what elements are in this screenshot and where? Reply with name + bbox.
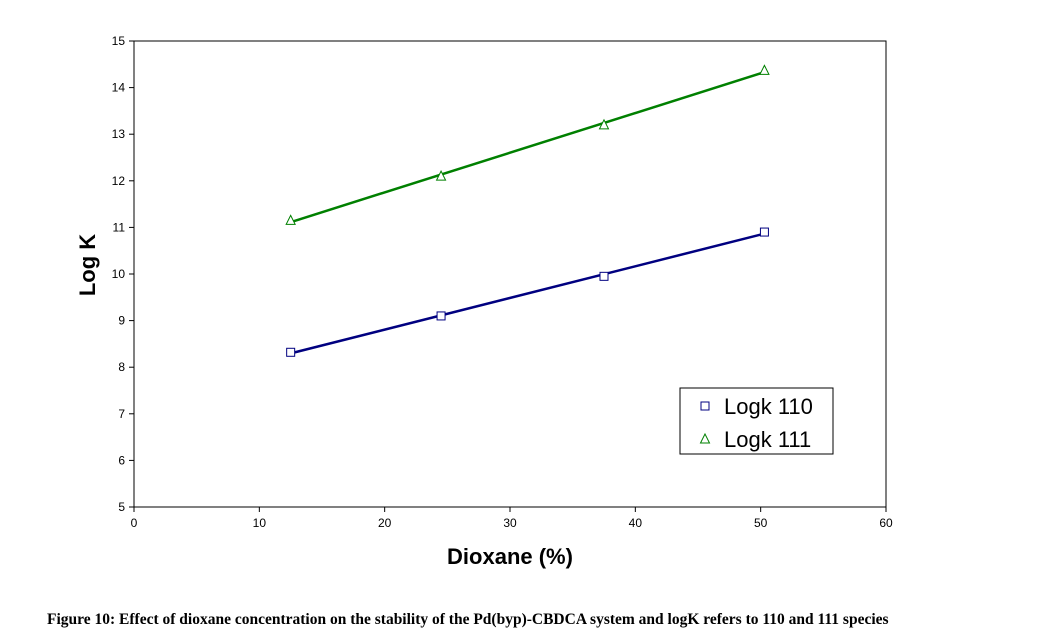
- data-point-triangle: [759, 64, 770, 75]
- trendline-triangle: [290, 70, 765, 224]
- x-tick-label: 20: [378, 516, 392, 530]
- data-point-square: [286, 347, 296, 357]
- y-axis-title: Log K: [75, 234, 100, 296]
- data-point-square: [599, 271, 609, 281]
- legend-marker-square: [700, 401, 710, 411]
- x-tick-label: 0: [131, 516, 138, 530]
- y-axis-ticks: 5 6 7 8 9 10 11 12 13 14 15: [112, 34, 134, 514]
- figure-caption: Figure 10: Effect of dioxane concentrati…: [47, 611, 889, 628]
- data-point-square: [759, 227, 769, 237]
- y-tick-label: 14: [112, 81, 126, 95]
- x-tick-label: 10: [253, 516, 267, 530]
- y-tick-label: 6: [118, 453, 125, 467]
- y-tick-label: 5: [118, 500, 125, 514]
- trendline-square: [290, 232, 765, 355]
- y-tick-label: 8: [118, 360, 125, 374]
- y-tick-label: 7: [118, 407, 125, 421]
- legend-label: Logk 111: [724, 427, 811, 452]
- x-tick-label: 50: [754, 516, 768, 530]
- data-point-triangle: [598, 118, 610, 130]
- x-axis-title: Dioxane (%): [447, 544, 573, 569]
- y-tick-label: 11: [113, 220, 126, 234]
- legend-label: Logk 110: [724, 394, 813, 419]
- data-point-triangle: [435, 170, 447, 181]
- data-points: [285, 64, 770, 357]
- x-tick-label: 30: [503, 516, 517, 530]
- y-tick-label: 12: [112, 174, 126, 188]
- y-tick-label: 10: [112, 267, 126, 281]
- y-tick-label: 9: [118, 314, 125, 328]
- trendlines: [290, 70, 765, 355]
- x-tick-label: 60: [879, 516, 893, 530]
- x-tick-label: 40: [629, 516, 643, 530]
- legend: Logk 110 Logk 111: [679, 387, 834, 455]
- y-tick-label: 13: [112, 127, 126, 141]
- y-tick-label: 15: [112, 34, 126, 48]
- data-point-triangle: [285, 214, 296, 225]
- data-point-square: [436, 311, 446, 321]
- x-axis-ticks: 0 10 20 30 40 50 60: [131, 507, 893, 530]
- legend-marker-triangle: [699, 432, 711, 444]
